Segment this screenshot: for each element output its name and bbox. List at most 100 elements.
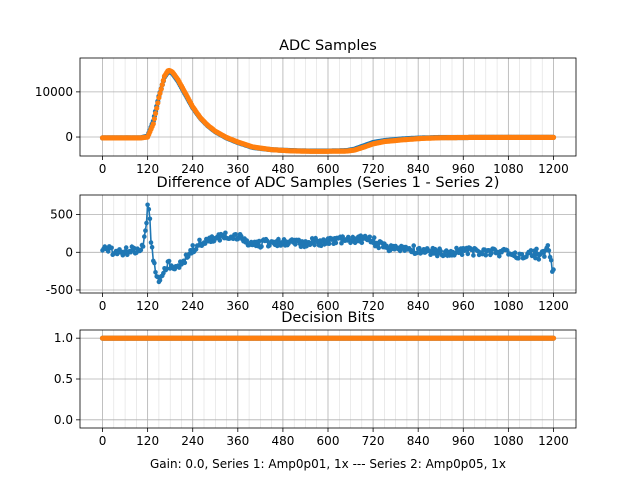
data-point [182, 260, 188, 266]
x-tick-label: 840 [407, 299, 430, 313]
data-point [438, 248, 444, 254]
x-tick-label: 120 [136, 434, 159, 448]
data-point [131, 245, 137, 251]
data-point [190, 243, 195, 248]
x-tick-label: 720 [362, 434, 385, 448]
chart-title: Difference of ADC Samples (Series 1 - Se… [157, 175, 500, 191]
x-tick-label: 240 [181, 434, 204, 448]
y-tick-label: -500 [46, 283, 73, 297]
x-tick-label: 960 [452, 162, 475, 176]
data-point [143, 228, 148, 233]
x-tick-label: 1200 [538, 162, 569, 176]
data-point [534, 246, 539, 252]
y-tick-label: 0.5 [54, 372, 73, 386]
data-point [109, 245, 114, 251]
data-point [150, 121, 156, 127]
x-tick-label: 1080 [493, 434, 524, 448]
data-point [153, 270, 158, 275]
axes-frame [79, 194, 577, 294]
data-point [312, 242, 317, 248]
x-tick-label: 360 [226, 299, 249, 313]
x-tick-label: 840 [407, 434, 430, 448]
x-tick-label: 480 [271, 434, 294, 448]
x-tick-label: 960 [452, 434, 475, 448]
x-tick-label: 720 [362, 162, 385, 176]
data-point [152, 260, 157, 266]
axes-frame [79, 57, 577, 157]
series-2 [99, 67, 557, 154]
chart-title: ADC Samples [279, 38, 377, 54]
data-point [146, 207, 152, 212]
data-point [151, 116, 157, 122]
adc-samples-panel: 0 120 240 360 480 600 720 840 960 1080 1200 0 10000 A… [35, 38, 577, 176]
data-point [217, 238, 223, 243]
data-point [159, 82, 165, 88]
data-point [164, 266, 170, 272]
data-point [233, 232, 238, 237]
data-point [166, 258, 172, 264]
x-tick-label: 360 [226, 162, 249, 176]
data-point [504, 248, 510, 253]
data-point [197, 237, 202, 243]
data-point [516, 255, 521, 261]
data-point [411, 243, 417, 248]
data-point [528, 248, 534, 253]
data-point [471, 253, 476, 258]
data-point [256, 238, 262, 244]
y-tick-label: 0 [65, 245, 73, 259]
data-point [551, 267, 556, 272]
data-point [545, 243, 551, 248]
data-point [140, 244, 146, 249]
data-point [264, 238, 270, 244]
x-tick-label: 1080 [493, 162, 524, 176]
data-point [105, 249, 111, 254]
data-point [519, 252, 525, 257]
data-point [497, 253, 502, 259]
data-point [298, 244, 304, 249]
data-point [160, 77, 166, 83]
data-point [148, 240, 154, 245]
data-point [193, 246, 199, 252]
data-point [142, 234, 147, 239]
data-point [376, 245, 382, 251]
plot-area [99, 335, 557, 341]
data-point [145, 202, 150, 208]
data-point [149, 244, 155, 250]
x-tick-label: 480 [271, 162, 294, 176]
y-tick-label: 0.0 [54, 413, 73, 427]
data-point [293, 242, 298, 247]
data-point [548, 257, 554, 263]
data-point [259, 244, 264, 249]
chart-title: Decision Bits [281, 310, 375, 326]
data-point [231, 236, 236, 242]
series-2 [99, 335, 557, 341]
x-tick-label: 840 [407, 162, 430, 176]
data-point [154, 105, 160, 111]
x-tick-label: 1200 [538, 299, 569, 313]
data-point [441, 253, 447, 258]
data-point [275, 243, 280, 249]
data-point [542, 254, 547, 259]
axes-frame [79, 329, 577, 429]
data-point [326, 241, 332, 246]
data-point [333, 240, 339, 246]
x-tick-label: 720 [362, 299, 385, 313]
x-tick-label: 0 [99, 299, 107, 313]
x-tick-label: 600 [317, 434, 340, 448]
data-point [465, 251, 471, 257]
x-tick-label: 0 [99, 434, 107, 448]
y-tick-label: 1.0 [54, 331, 73, 345]
data-point [359, 240, 365, 245]
data-point [339, 240, 344, 246]
x-tick-label: 240 [181, 162, 204, 176]
data-point [147, 216, 153, 222]
data-point [157, 278, 163, 283]
data-point [483, 252, 489, 258]
data-point [123, 245, 129, 250]
y-tick-label: 0 [65, 130, 73, 144]
decision-bits-panel: 0 120 240 360 480 600 720 840 960 1080 1200 0.0 0.5 1… [54, 310, 577, 448]
data-point [158, 86, 164, 92]
data-point [489, 250, 494, 256]
figure-footer: Gain: 0.0, Series 1: Amp0p01, 1x --- Ser… [150, 457, 506, 471]
